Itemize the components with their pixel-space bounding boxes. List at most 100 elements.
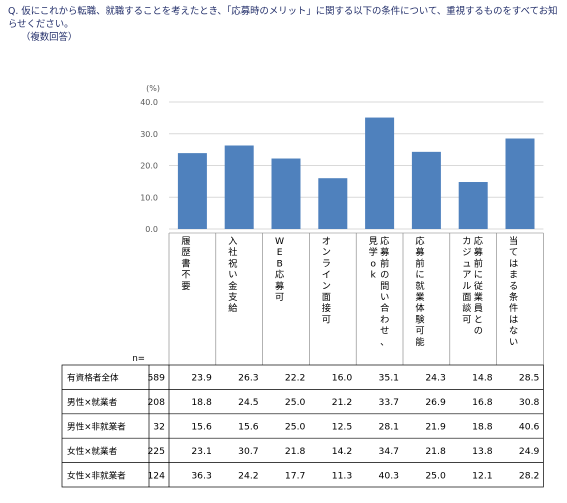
category-label-6-char: 就 xyxy=(415,280,424,292)
category-label-8-char: 件 xyxy=(509,302,518,314)
table-row-label-5: 女性×非就業者 xyxy=(67,469,126,481)
table-cell-r2-c8: 30.8 xyxy=(519,397,540,408)
category-label-6-char: 前 xyxy=(415,257,424,269)
table-cell-r1-c3: 22.2 xyxy=(285,373,305,384)
table-cell-r3-c7: 18.8 xyxy=(472,422,493,433)
category-label-7-char: 前 xyxy=(474,257,483,269)
category-label-8-char: い xyxy=(509,337,518,348)
category-label-3-char: W xyxy=(275,236,284,247)
bar-5 xyxy=(365,117,395,229)
category-label-7-char: 可 xyxy=(462,314,471,325)
category-label-7-char: ジ xyxy=(462,247,471,258)
table-row-n-1: 589 xyxy=(147,373,165,384)
category-label-6-char: 業 xyxy=(415,291,424,303)
table-cell-r3-c3: 25.0 xyxy=(285,422,306,433)
category-label-6-char: 募 xyxy=(415,246,424,258)
table-cell-r4-c5: 34.7 xyxy=(379,446,400,457)
table-cell-r2-c2: 24.5 xyxy=(238,397,259,408)
category-label-3-char: 可 xyxy=(275,292,284,303)
table-cell-r2-c6: 26.9 xyxy=(425,397,446,408)
category-label-6-char: に xyxy=(415,270,424,281)
category-label-4-char: イ xyxy=(322,270,331,281)
category-label-8-char: る xyxy=(509,281,518,292)
category-label-4-char: ン xyxy=(322,247,331,258)
table-row-n-2: 208 xyxy=(147,397,165,408)
table-cell-r4-c6: 21.8 xyxy=(425,446,446,457)
table-cell-r5-c5: 40.3 xyxy=(379,470,400,481)
table-cell-r5-c8: 28.2 xyxy=(519,470,539,481)
table-cell-r3-c1: 15.6 xyxy=(191,422,212,433)
category-label-7-char: 談 xyxy=(462,302,471,314)
category-label-6-char: 可 xyxy=(415,326,424,337)
category-label-6-char: 能 xyxy=(415,336,424,348)
y-axis-unit-label: (%) xyxy=(146,84,160,93)
category-label-3-char: 募 xyxy=(275,280,284,292)
bar-3 xyxy=(271,158,301,229)
category-label-2-char: 金 xyxy=(228,280,237,292)
category-label-8-char: 当 xyxy=(509,235,518,247)
category-label-5-char: 応 xyxy=(380,235,389,247)
category-label-3-char: B xyxy=(276,258,282,269)
y-tick-label-4: 40.0 xyxy=(140,98,158,107)
category-label-3-char: E xyxy=(277,247,283,258)
bar-7 xyxy=(458,182,488,229)
category-label-7-char: の xyxy=(474,326,483,337)
table-cell-r5-c2: 24.2 xyxy=(238,470,258,481)
category-label-5-char: せ xyxy=(380,326,389,337)
category-label-8-char: 条 xyxy=(509,291,518,303)
category-label-5-char: 見 xyxy=(369,236,378,247)
category-label-8-char: ま xyxy=(509,270,518,281)
table-row-label-1: 有資格者全体 xyxy=(67,372,119,384)
table-cell-r4-c4: 14.2 xyxy=(332,446,352,457)
category-label-4-char: ラ xyxy=(322,258,331,269)
table-cell-r3-c5: 28.1 xyxy=(379,422,399,433)
y-tick-label-2: 20.0 xyxy=(140,162,158,171)
category-label-7-char: と xyxy=(474,314,483,325)
category-label-5-char: 学 xyxy=(369,246,378,258)
data-table-border xyxy=(61,364,544,488)
table-cell-r1-c1: 23.9 xyxy=(191,373,212,384)
category-label-6-char: 体 xyxy=(415,302,424,314)
category-label-1-char: 書 xyxy=(181,257,190,269)
table-cell-r1-c2: 26.3 xyxy=(238,373,259,384)
y-tick-label-0: 0.0 xyxy=(145,225,158,234)
n-header-label: n= xyxy=(132,354,145,364)
table-cell-r3-c8: 40.6 xyxy=(519,422,540,433)
category-label-7-char: カ xyxy=(462,236,471,247)
category-label-8-char: な xyxy=(509,326,518,337)
table-cell-r2-c3: 25.0 xyxy=(285,397,306,408)
category-label-7-char: 従 xyxy=(474,280,483,292)
table-row-label-2: 男性×就業者 xyxy=(67,396,118,408)
category-label-7-char: 面 xyxy=(462,292,471,303)
table-cell-r5-c3: 17.7 xyxy=(285,470,306,481)
category-label-4-char: 接 xyxy=(322,302,331,314)
category-label-7-char: 業 xyxy=(474,291,483,303)
category-label-2-char: 入 xyxy=(228,236,237,247)
table-cell-r3-c6: 21.9 xyxy=(425,422,446,433)
table-row-label-4: 女性×就業者 xyxy=(67,445,118,457)
category-label-5-char: の xyxy=(380,270,389,281)
category-label-7-char: ュ xyxy=(462,258,471,269)
category-label-7-char: ア xyxy=(462,270,471,281)
table-cell-r3-c2: 15.6 xyxy=(238,422,259,433)
table-cell-r4-c1: 23.1 xyxy=(191,446,211,457)
category-label-7-char: 員 xyxy=(474,303,483,314)
category-label-5-char: 募 xyxy=(380,246,389,258)
bar-1 xyxy=(177,153,207,229)
category-label-5-char: 合 xyxy=(380,302,389,314)
question-text: Q. 仮にこれから転職、就職することを考えたとき、「応募時のメリット」に関する以… xyxy=(8,5,563,44)
table-cell-r1-c4: 16.0 xyxy=(332,373,353,384)
bar-6 xyxy=(411,151,441,229)
table-cell-r2-c4: 21.2 xyxy=(332,397,352,408)
table-cell-r5-c1: 36.3 xyxy=(191,470,212,481)
category-label-2-char: 祝 xyxy=(228,257,237,269)
category-label-5-char: 問 xyxy=(380,281,389,292)
category-label-5-char: わ xyxy=(380,314,389,325)
table-row-n-4: 225 xyxy=(147,446,165,457)
category-label-5-char: 前 xyxy=(380,257,389,269)
table-cell-r4-c3: 21.8 xyxy=(285,446,306,457)
bar-8 xyxy=(505,138,535,229)
table-cell-r3-c4: 12.5 xyxy=(332,422,353,433)
table-cell-r2-c1: 18.8 xyxy=(191,397,212,408)
question-line-2: （複数回答） xyxy=(21,32,78,43)
